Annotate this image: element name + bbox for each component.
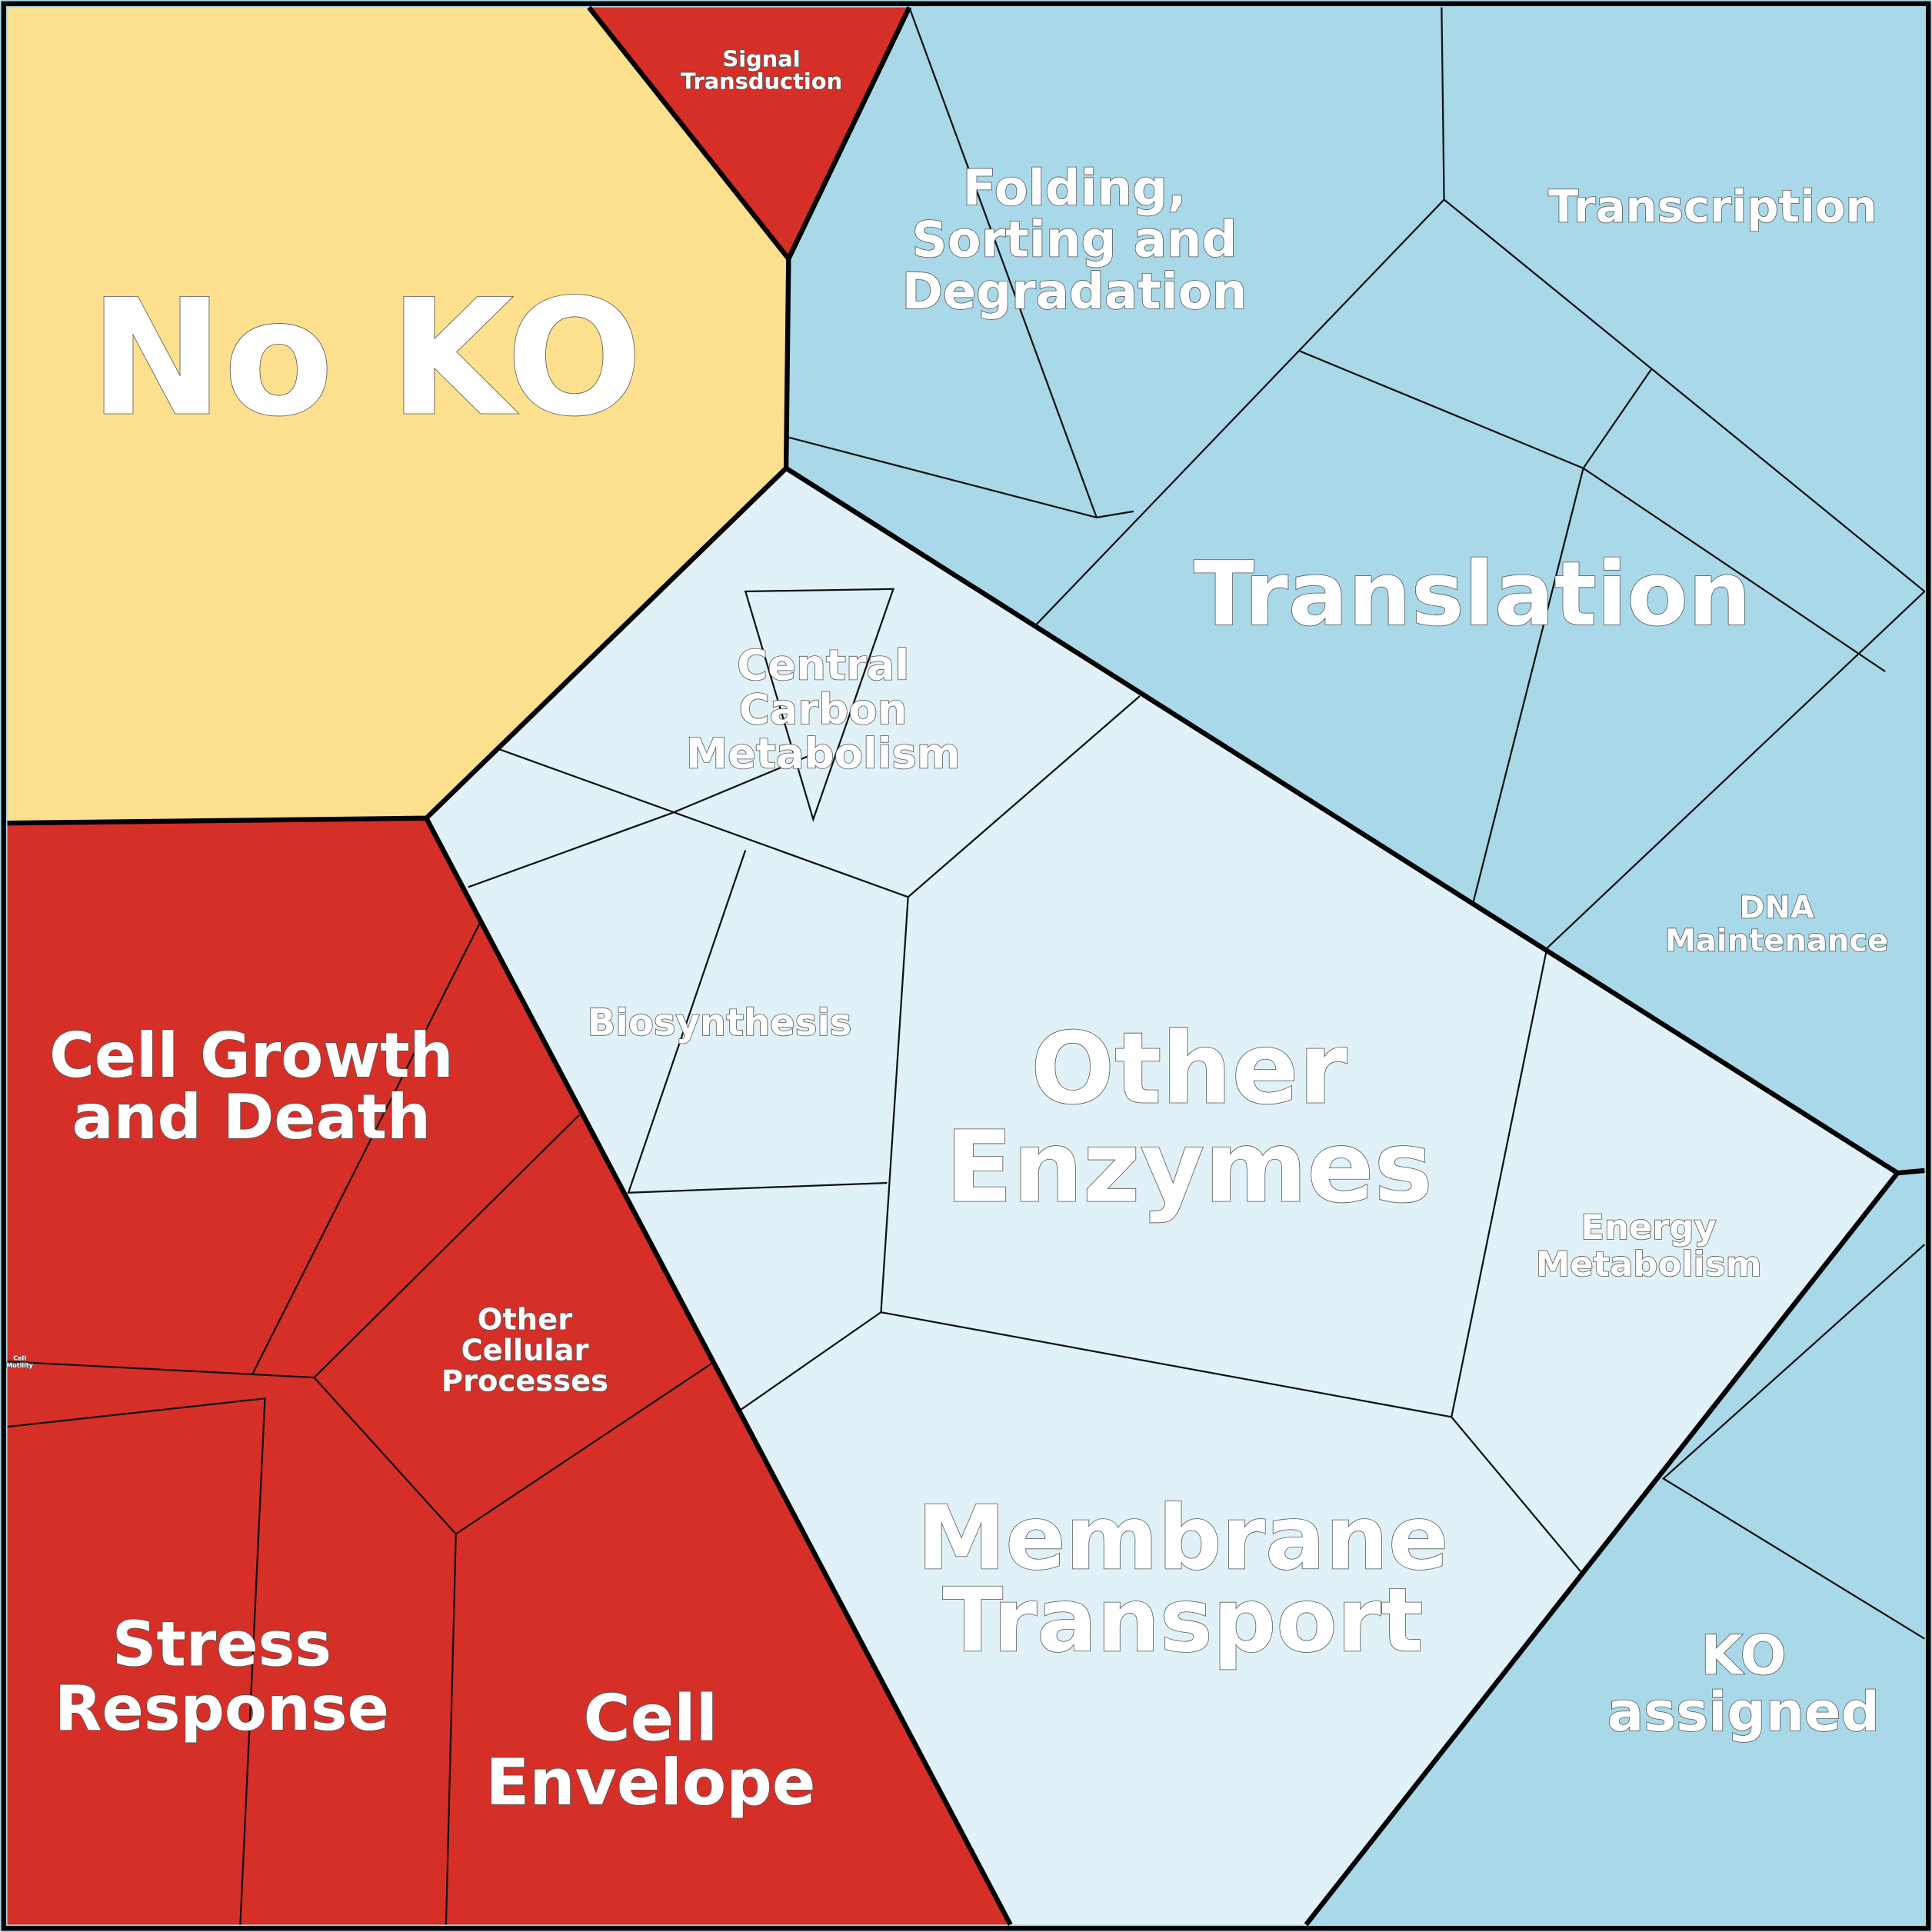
- label-line: Sorting and: [912, 212, 1237, 268]
- label-line: Cell: [584, 1681, 718, 1756]
- region-label: Membrane Transport: [918, 1487, 1449, 1672]
- region-label: Cell Motility: [6, 1354, 33, 1369]
- label-line: Cellular: [461, 1333, 588, 1367]
- label-line: Transduction: [681, 68, 842, 94]
- region-label: No KO: [89, 266, 642, 452]
- region-label: Biosynthesis: [588, 1001, 852, 1044]
- border: [1443, 198, 1926, 592]
- label-line: Folding,: [963, 160, 1187, 217]
- enzymes-area: [426, 468, 1898, 1925]
- label-line: Translation: [1194, 543, 1751, 646]
- region-label: KO assigned: [1607, 1624, 1880, 1744]
- label-line: No KO: [89, 266, 642, 452]
- label-line: KO: [1700, 1624, 1786, 1687]
- border: [251, 921, 481, 1374]
- region-label: Cell Growth and Death: [49, 1020, 453, 1153]
- border: [1451, 1416, 1584, 1576]
- border: [786, 6, 912, 260]
- region-label: Stress Response: [55, 1608, 389, 1744]
- region-label: Folding, Sorting and Degradation: [902, 160, 1247, 321]
- label-line: Processes: [441, 1364, 608, 1398]
- border: [313, 1361, 715, 1536]
- border: [1661, 1244, 1926, 1640]
- label-line: Envelope: [485, 1745, 815, 1820]
- border: [424, 817, 1013, 1926]
- border: [880, 897, 1547, 1418]
- border: [738, 1311, 882, 1412]
- label-line: Maintenance: [1665, 924, 1888, 959]
- label-line: Transport: [942, 1569, 1423, 1672]
- signal-area: [588, 7, 910, 259]
- label-line: Metabolism: [1536, 1244, 1762, 1284]
- label-line: Central: [737, 640, 909, 689]
- label-line: assigned: [1607, 1681, 1880, 1744]
- label-line: Transcription: [1548, 180, 1877, 232]
- label-line: Enzymes: [945, 1111, 1433, 1225]
- border: [627, 850, 888, 1194]
- label-line: Cell Growth: [49, 1020, 453, 1091]
- label-line: DNA: [1739, 890, 1814, 925]
- label-line: Motility: [6, 1362, 33, 1369]
- region-label: Signal Transduction: [681, 46, 842, 95]
- sub-borders: [7, 7, 1926, 1925]
- label-line: and Death: [72, 1081, 431, 1153]
- label-line: Metabolism: [686, 729, 961, 778]
- region-label: DNA Maintenance: [1665, 890, 1888, 958]
- label-line: Cell: [13, 1354, 26, 1361]
- labels: No KO Signal Transduction Folding, Sorting a…: [6, 45, 1890, 1820]
- label-line: Signal: [722, 46, 800, 72]
- label-line: Other: [478, 1302, 572, 1337]
- border: [744, 588, 895, 823]
- region-label: Translation: [1194, 543, 1751, 646]
- label-line: Biosynthesis: [588, 1001, 852, 1044]
- region-label: Cell Envelope: [485, 1681, 815, 1820]
- border: [908, 7, 1098, 518]
- border: [468, 753, 814, 888]
- label-line: Membrane: [918, 1487, 1449, 1590]
- region-label: Other Cellular Processes: [441, 1302, 608, 1398]
- no-ko-area: [7, 7, 789, 824]
- region-label: Other Enzymes: [945, 1012, 1433, 1225]
- label-line: Energy: [1581, 1207, 1716, 1247]
- border: [445, 1534, 457, 1925]
- label-line: Degradation: [902, 263, 1247, 320]
- label-line: Carbon: [739, 685, 908, 734]
- cellular-area: [7, 818, 1011, 1925]
- border: [1545, 591, 1926, 950]
- label-line: Response: [55, 1673, 389, 1744]
- region-label: Transcription: [1548, 180, 1877, 232]
- border: [7, 1397, 266, 1925]
- label-line: Other: [1031, 1012, 1347, 1127]
- border: [788, 436, 1134, 519]
- region-label: Energy Metabolism: [1536, 1207, 1762, 1284]
- border: [1582, 368, 1886, 673]
- border: [1304, 1171, 1900, 1927]
- label-line: Stress: [112, 1608, 331, 1680]
- region-label: Central Carbon Metabolism: [686, 640, 961, 778]
